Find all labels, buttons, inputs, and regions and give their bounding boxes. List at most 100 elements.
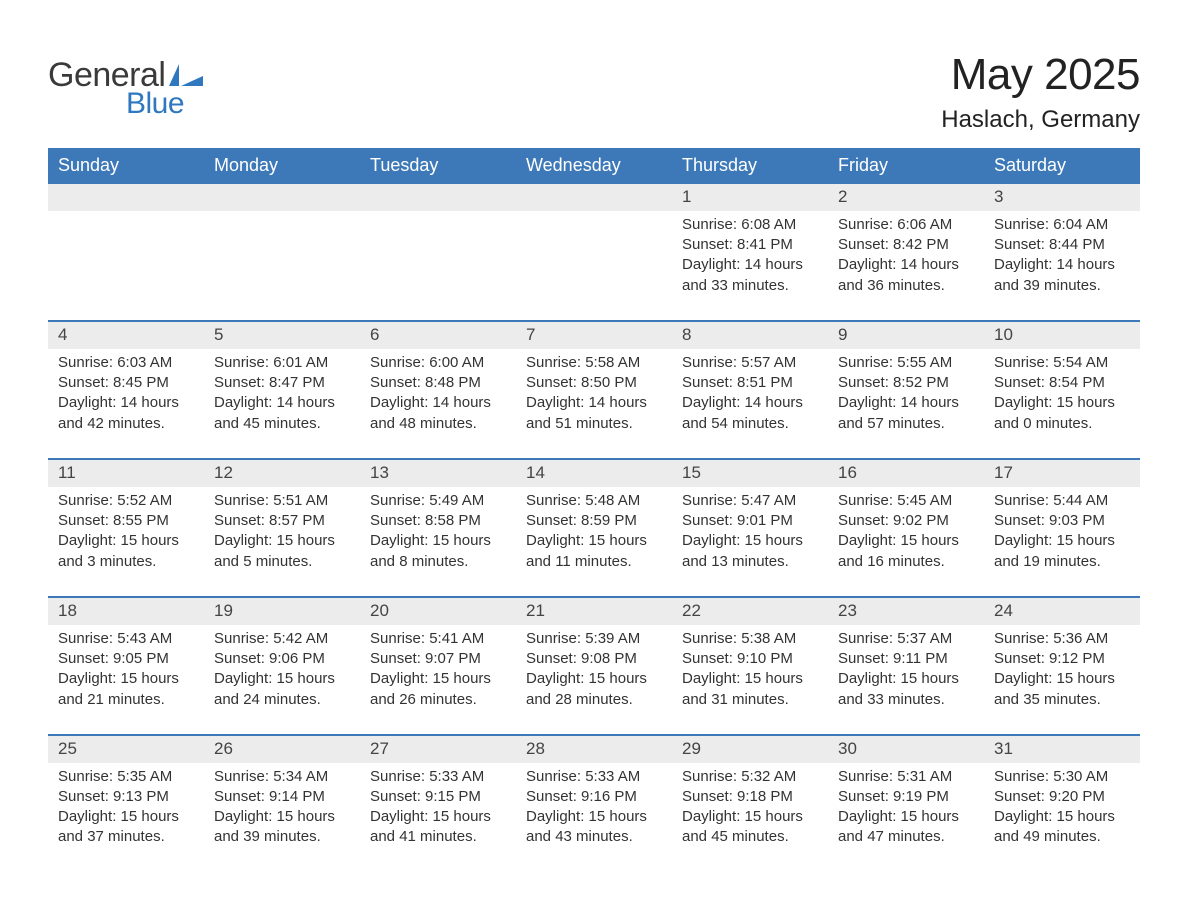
day-cell: Sunrise: 6:06 AMSunset: 8:42 PMDaylight:… — [828, 211, 984, 321]
day-cell-content: Sunrise: 5:51 AMSunset: 8:57 PMDaylight:… — [210, 487, 354, 572]
day-number-row: 11121314151617 — [48, 459, 1140, 487]
sunset-line: Sunset: 8:54 PM — [994, 373, 1130, 393]
day-number-cell: 15 — [672, 459, 828, 487]
sunrise-line: Sunrise: 5:39 AM — [526, 629, 662, 649]
day-number-cell: 17 — [984, 459, 1140, 487]
sunrise-line: Sunrise: 5:47 AM — [682, 491, 818, 511]
day-number-cell: 12 — [204, 459, 360, 487]
sunset-line: Sunset: 8:48 PM — [370, 373, 506, 393]
day-number-cell: 1 — [672, 184, 828, 211]
sunset-line: Sunset: 8:59 PM — [526, 511, 662, 531]
daylight-line-2: and 33 minutes. — [838, 690, 974, 710]
day-cell: Sunrise: 5:42 AMSunset: 9:06 PMDaylight:… — [204, 625, 360, 735]
sunrise-line: Sunrise: 5:30 AM — [994, 767, 1130, 787]
daylight-line-2: and 42 minutes. — [58, 414, 194, 434]
weekday-header: Wednesday — [516, 148, 672, 184]
title-block: May 2025 Haslach, Germany — [941, 50, 1140, 134]
calendar-page: General Blue May 2025 Haslach, Germany S… — [0, 0, 1188, 912]
day-cell-content: Sunrise: 5:57 AMSunset: 8:51 PMDaylight:… — [678, 349, 822, 434]
sunrise-line: Sunrise: 5:55 AM — [838, 353, 974, 373]
daylight-line-2: and 3 minutes. — [58, 552, 194, 572]
daylight-line-2: and 45 minutes. — [682, 827, 818, 847]
sunset-line: Sunset: 8:50 PM — [526, 373, 662, 393]
daylight-line-1: Daylight: 14 hours — [682, 255, 818, 275]
sunrise-line: Sunrise: 5:54 AM — [994, 353, 1130, 373]
daylight-line-2: and 31 minutes. — [682, 690, 818, 710]
daylight-line-1: Daylight: 15 hours — [838, 807, 974, 827]
day-cell: Sunrise: 5:33 AMSunset: 9:16 PMDaylight:… — [516, 763, 672, 872]
day-number-cell — [516, 184, 672, 211]
sunrise-line: Sunrise: 6:01 AM — [214, 353, 350, 373]
day-number-cell: 26 — [204, 735, 360, 763]
weekday-header: Tuesday — [360, 148, 516, 184]
day-number-cell: 4 — [48, 321, 204, 349]
sunset-line: Sunset: 8:47 PM — [214, 373, 350, 393]
day-cell: Sunrise: 5:55 AMSunset: 8:52 PMDaylight:… — [828, 349, 984, 459]
sunset-line: Sunset: 9:01 PM — [682, 511, 818, 531]
day-number-row: 123 — [48, 184, 1140, 211]
day-cell-content: Sunrise: 6:03 AMSunset: 8:45 PMDaylight:… — [54, 349, 198, 434]
day-cell-content: Sunrise: 5:33 AMSunset: 9:15 PMDaylight:… — [366, 763, 510, 848]
sunrise-line: Sunrise: 6:04 AM — [994, 215, 1130, 235]
day-number-row: 25262728293031 — [48, 735, 1140, 763]
daylight-line-1: Daylight: 15 hours — [994, 531, 1130, 551]
daylight-line-1: Daylight: 15 hours — [58, 807, 194, 827]
daylight-line-1: Daylight: 14 hours — [370, 393, 506, 413]
day-number-cell — [48, 184, 204, 211]
day-cell-content: Sunrise: 5:38 AMSunset: 9:10 PMDaylight:… — [678, 625, 822, 710]
daylight-line-2: and 35 minutes. — [994, 690, 1130, 710]
day-number-cell: 27 — [360, 735, 516, 763]
daylight-line-1: Daylight: 15 hours — [838, 531, 974, 551]
day-cell-content: Sunrise: 6:04 AMSunset: 8:44 PMDaylight:… — [990, 211, 1134, 296]
sunset-line: Sunset: 9:13 PM — [58, 787, 194, 807]
day-number-cell: 29 — [672, 735, 828, 763]
brand-text-2: Blue — [126, 87, 184, 121]
day-cell: Sunrise: 5:37 AMSunset: 9:11 PMDaylight:… — [828, 625, 984, 735]
day-cell: Sunrise: 5:48 AMSunset: 8:59 PMDaylight:… — [516, 487, 672, 597]
daylight-line-2: and 0 minutes. — [994, 414, 1130, 434]
day-cell: Sunrise: 5:58 AMSunset: 8:50 PMDaylight:… — [516, 349, 672, 459]
day-cell-content: Sunrise: 5:52 AMSunset: 8:55 PMDaylight:… — [54, 487, 198, 572]
day-cell-content: Sunrise: 5:32 AMSunset: 9:18 PMDaylight:… — [678, 763, 822, 848]
day-cell-content: Sunrise: 5:36 AMSunset: 9:12 PMDaylight:… — [990, 625, 1134, 710]
sunrise-line: Sunrise: 5:57 AM — [682, 353, 818, 373]
sunset-line: Sunset: 9:08 PM — [526, 649, 662, 669]
sunset-line: Sunset: 9:15 PM — [370, 787, 506, 807]
daylight-line-2: and 57 minutes. — [838, 414, 974, 434]
day-cell-content: Sunrise: 5:43 AMSunset: 9:05 PMDaylight:… — [54, 625, 198, 710]
day-cell-content: Sunrise: 5:35 AMSunset: 9:13 PMDaylight:… — [54, 763, 198, 848]
daylight-line-2: and 41 minutes. — [370, 827, 506, 847]
sunrise-line: Sunrise: 5:33 AM — [370, 767, 506, 787]
sunrise-line: Sunrise: 5:33 AM — [526, 767, 662, 787]
sunrise-line: Sunrise: 5:49 AM — [370, 491, 506, 511]
daylight-line-2: and 48 minutes. — [370, 414, 506, 434]
daylight-line-1: Daylight: 14 hours — [214, 393, 350, 413]
sunrise-line: Sunrise: 5:58 AM — [526, 353, 662, 373]
day-number-cell: 11 — [48, 459, 204, 487]
daylight-line-2: and 24 minutes. — [214, 690, 350, 710]
daylight-line-2: and 8 minutes. — [370, 552, 506, 572]
day-cell — [516, 211, 672, 321]
day-cell-content: Sunrise: 5:55 AMSunset: 8:52 PMDaylight:… — [834, 349, 978, 434]
day-cell-content: Sunrise: 6:08 AMSunset: 8:41 PMDaylight:… — [678, 211, 822, 296]
day-number-cell: 16 — [828, 459, 984, 487]
weekday-header-row: Sunday Monday Tuesday Wednesday Thursday… — [48, 148, 1140, 184]
sunrise-line: Sunrise: 5:38 AM — [682, 629, 818, 649]
day-number-cell: 21 — [516, 597, 672, 625]
sunrise-line: Sunrise: 5:48 AM — [526, 491, 662, 511]
sunrise-line: Sunrise: 6:03 AM — [58, 353, 194, 373]
day-cell: Sunrise: 5:51 AMSunset: 8:57 PMDaylight:… — [204, 487, 360, 597]
day-content-row: Sunrise: 6:03 AMSunset: 8:45 PMDaylight:… — [48, 349, 1140, 459]
daylight-line-2: and 51 minutes. — [526, 414, 662, 434]
daylight-line-2: and 19 minutes. — [994, 552, 1130, 572]
daylight-line-1: Daylight: 15 hours — [994, 807, 1130, 827]
daylight-line-2: and 13 minutes. — [682, 552, 818, 572]
daylight-line-1: Daylight: 15 hours — [214, 807, 350, 827]
day-cell-content: Sunrise: 5:30 AMSunset: 9:20 PMDaylight:… — [990, 763, 1134, 848]
day-number-cell: 6 — [360, 321, 516, 349]
day-cell: Sunrise: 5:31 AMSunset: 9:19 PMDaylight:… — [828, 763, 984, 872]
daylight-line-1: Daylight: 15 hours — [994, 669, 1130, 689]
daylight-line-2: and 28 minutes. — [526, 690, 662, 710]
day-number-cell: 23 — [828, 597, 984, 625]
sunset-line: Sunset: 9:02 PM — [838, 511, 974, 531]
